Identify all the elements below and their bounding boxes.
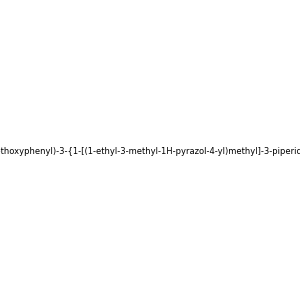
Text: N-(5-chloro-2-methoxyphenyl)-3-{1-[(1-ethyl-3-methyl-1H-pyrazol-4-yl)methyl]-3-p: N-(5-chloro-2-methoxyphenyl)-3-{1-[(1-et… [0, 147, 300, 156]
